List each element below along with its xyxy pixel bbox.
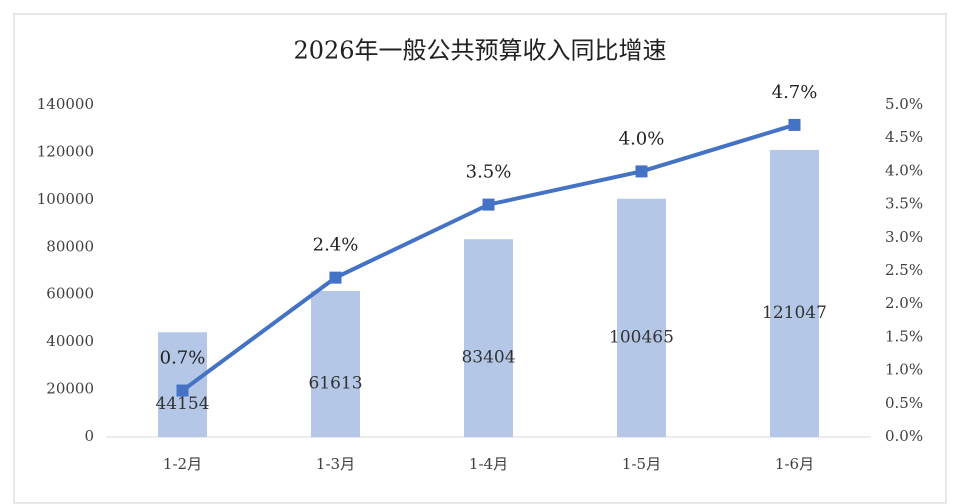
line-marker (329, 271, 342, 284)
y-tick-label: 140000 (37, 95, 94, 113)
bar (770, 149, 819, 437)
bar (311, 290, 360, 437)
chart-title: 2026年一般公共预算收入同比增速 (293, 37, 666, 65)
y-tick-label: 80000 (46, 237, 94, 255)
y-tick-label: 40000 (46, 332, 94, 350)
x-tick-label: 1-5月 (622, 455, 661, 473)
y2-tick-label: 1.5% (885, 327, 923, 345)
line-value-label: 4.7% (772, 82, 818, 103)
y-tick-label: 100000 (37, 190, 94, 208)
line-value-label: 0.7% (160, 348, 206, 369)
line-value-label: 3.5% (466, 162, 512, 183)
line-marker (482, 198, 495, 211)
y-tick-label: 120000 (37, 142, 94, 160)
bar-value-label: 83404 (461, 348, 515, 368)
y2-tick-label: 5.0% (885, 95, 923, 113)
x-tick-label: 1-2月 (163, 455, 202, 473)
bar-value-label: 100465 (609, 327, 674, 347)
line-marker (635, 165, 648, 178)
y2-tick-label: 3.5% (885, 195, 923, 213)
y2-tick-label: 2.0% (885, 294, 923, 312)
y2-tick-label: 4.5% (885, 128, 923, 146)
y-tick-label: 0 (84, 427, 94, 445)
bar (464, 239, 513, 437)
x-tick-label: 1-6月 (775, 455, 814, 473)
y2-tick-label: 0.5% (885, 394, 923, 412)
bar-value-label: 121047 (762, 303, 827, 323)
bar-value-label: 61613 (308, 373, 362, 393)
line-value-label: 4.0% (619, 128, 665, 149)
y2-tick-label: 2.5% (885, 261, 923, 279)
bar-value-label: 44154 (155, 394, 209, 414)
bar (617, 198, 666, 437)
y2-tick-label: 1.0% (885, 361, 923, 379)
y-tick-label: 20000 (46, 380, 94, 398)
y-tick-label: 60000 (46, 285, 94, 303)
line-value-label: 2.4% (313, 235, 359, 256)
y2-tick-label: 4.0% (885, 161, 923, 179)
y2-tick-label: 3.0% (885, 228, 923, 246)
x-tick-label: 1-4月 (469, 455, 508, 473)
line-marker (788, 118, 801, 131)
line-marker (176, 384, 189, 397)
x-tick-label: 1-3月 (316, 455, 355, 473)
y2-tick-label: 0.0% (885, 427, 923, 445)
